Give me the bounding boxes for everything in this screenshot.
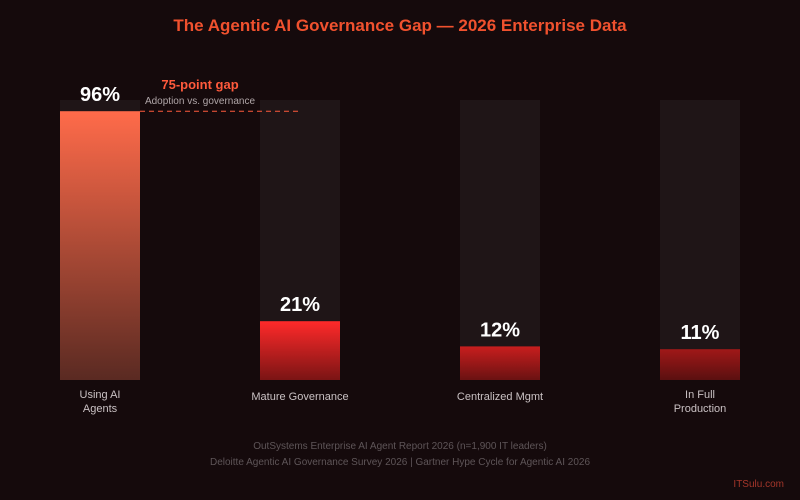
bar bbox=[260, 321, 340, 380]
gap-annotation-sublabel: Adoption vs. governance bbox=[145, 96, 256, 107]
bar-track bbox=[460, 100, 540, 380]
source-line-1: OutSystems Enterprise AI Agent Report 20… bbox=[253, 441, 547, 452]
source-line-2: Deloitte Agentic AI Governance Survey 20… bbox=[209, 457, 591, 468]
gap-annotation-label: 75-point gap bbox=[161, 77, 238, 92]
category-label: Mature Governance bbox=[251, 391, 348, 403]
bar bbox=[660, 349, 740, 380]
bar-value-label: 21% bbox=[280, 294, 320, 316]
bar-value-label: 11% bbox=[681, 322, 720, 344]
category-label: Production bbox=[674, 403, 727, 415]
chart-title: The Agentic AI Governance Gap — 2026 Ent… bbox=[173, 16, 627, 35]
category-label: In Full bbox=[685, 389, 715, 401]
bar-value-label: 12% bbox=[480, 319, 520, 341]
bar-track bbox=[660, 100, 740, 380]
bar bbox=[460, 346, 540, 380]
bar bbox=[60, 111, 140, 380]
bar-value-label: 96% bbox=[80, 84, 120, 106]
watermark: ITSulu.com bbox=[733, 479, 784, 490]
category-label: Agents bbox=[83, 403, 118, 415]
category-label: Centralized Mgmt bbox=[457, 391, 543, 403]
category-label: Using AI bbox=[80, 389, 121, 401]
